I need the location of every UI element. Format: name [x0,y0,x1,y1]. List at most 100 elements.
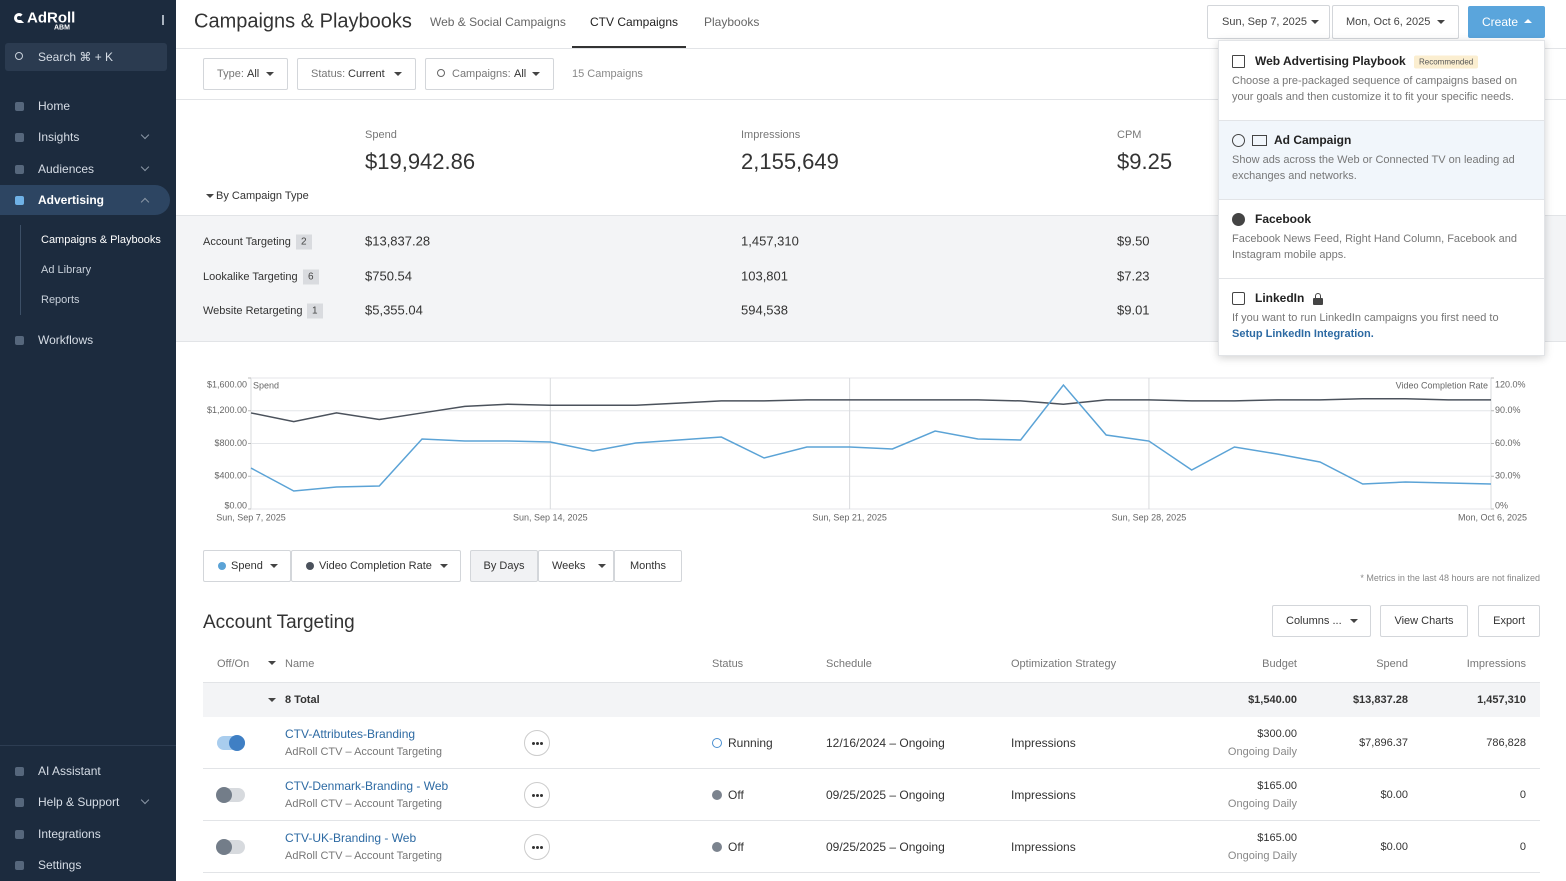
nav-item[interactable]: Settings [38,858,82,873]
date-end-label: Mon, Oct 6, 2025 [1346,16,1431,28]
header-border [176,48,1566,49]
table-button-label: Columns ... [1286,615,1342,627]
row-border [203,872,1540,873]
header-rule [203,682,1540,683]
campaign-name[interactable]: CTV-Attributes-Branding [285,727,416,741]
create-button[interactable] [1468,6,1545,38]
filter-bar-border [176,99,1566,100]
y-tick-label: $1,600.00 [207,379,247,389]
granularity-label: Weeks [552,560,586,572]
menu-title: LinkedIn [1255,291,1305,305]
filter-label: Campaigns: [452,68,511,80]
status: Off [728,788,744,802]
legend-swatch [218,562,226,570]
summary-row-value: $750.54 [365,268,412,283]
brand-sub: ABM [54,24,70,32]
tab[interactable]: CTV Campaigns [590,15,679,29]
strategy: Impressions [1011,788,1076,802]
tab-underline [572,46,686,48]
page-title: Campaigns & Playbooks [194,10,412,33]
menu-link[interactable]: Setup LinkedIn Integration. [1232,328,1374,340]
y-axis-title: Spend [253,380,279,390]
date-start[interactable] [1207,5,1330,39]
nav-item[interactable]: Home [38,99,71,113]
summary-row-name: Lookalike Targeting [203,270,298,283]
campaign-name[interactable]: CTV-UK-Branding - Web [285,831,417,845]
summary-row-value: 594,538 [741,302,788,318]
nav-item[interactable]: Audiences [38,161,95,176]
budget-sub: Ongoing Daily [1227,798,1297,810]
nav-item[interactable]: Integrations [38,826,101,841]
filter-value: Current [348,68,385,80]
metric-label: Spend [365,129,397,141]
metric-value: 2,155,649 [741,149,839,174]
menu-icon [1232,213,1245,226]
granularity-button[interactable] [470,550,538,582]
column-header: Off/On [217,658,250,670]
summary-row-count: 1 [307,303,323,319]
filter[interactable] [203,58,288,90]
subnav-item[interactable]: Campaigns & Playbooks [41,234,161,246]
toggle-knob [216,787,232,803]
metric-value: $9.25 [1117,149,1173,174]
row-border [203,820,1540,821]
x-tick-label: Sun, Sep 7, 2025 [216,512,286,522]
menu-title: Ad Campaign [1274,133,1352,147]
nav-item[interactable]: Advertising [38,193,105,208]
caret [532,72,540,76]
nav-item[interactable]: Workflows [38,333,94,347]
column-header: Name [285,658,315,670]
summary-toggle[interactable]: By Campaign Type [216,190,309,202]
series-select[interactable] [291,550,461,582]
subnav-line [20,225,21,315]
x-tick-label: Sun, Sep 28, 2025 [1112,512,1187,522]
toggle-knob [216,839,232,855]
y2-axis-title: Video Completion Rate [1396,380,1488,390]
summary-row-count: 6 [303,269,319,284]
table-button[interactable] [1478,605,1540,637]
menu-item[interactable] [1219,199,1544,278]
strategy: Impressions [1011,736,1076,750]
column-header: Spend [1376,658,1408,670]
tab[interactable]: Web & Social Campaigns [430,15,566,29]
legend-label: Spend [231,560,263,572]
filter-label: Type: [217,68,244,80]
column-header: Optimization Strategy [1011,658,1117,670]
nav-item[interactable]: AI Assistant [38,764,101,778]
search-box[interactable] [5,43,167,71]
menu-badge: Recommended [1414,55,1479,69]
schedule: 09/25/2025 – Ongoing [826,788,945,802]
granularity-button[interactable] [614,550,682,582]
dot [532,794,535,797]
caret [268,698,276,702]
legend-label: Video Completion Rate [319,560,432,572]
table-button[interactable] [1380,605,1468,637]
x-tick-label: Sun, Sep 21, 2025 [812,512,887,522]
caret [1437,20,1445,24]
row-border [203,768,1540,769]
filter-value: All [514,68,527,80]
total-budget: $1,540.00 [1248,694,1297,706]
menu-item[interactable] [1219,278,1544,357]
y2-tick-label: 120.0% [1495,379,1526,389]
summary-row-value: $9.50 [1117,233,1150,249]
filter-search-icon [437,69,445,77]
status-icon [712,842,722,852]
tab[interactable]: Playbooks [704,15,760,29]
campaign-name[interactable]: CTV-Denmark-Branding - Web [285,779,449,793]
nav-item[interactable]: Help & Support [38,795,120,810]
y-tick-label: $0.00 [224,500,247,510]
y2-tick-label: 60.0% [1495,438,1521,448]
subnav-item[interactable]: Reports [41,294,80,306]
filter[interactable] [297,58,416,90]
dot [536,742,539,745]
total-label: 8 Total [285,694,320,706]
granularity-label: By Days [483,560,525,572]
nav-item[interactable]: Insights [38,130,80,145]
y-tick-label: $1,200.00 [207,405,247,415]
subnav-item[interactable]: Ad Library [41,264,92,276]
dot [536,846,539,849]
menu-item[interactable] [1219,120,1544,199]
summary-row-value: $9.01 [1117,302,1150,318]
filter-value: All [247,68,260,80]
